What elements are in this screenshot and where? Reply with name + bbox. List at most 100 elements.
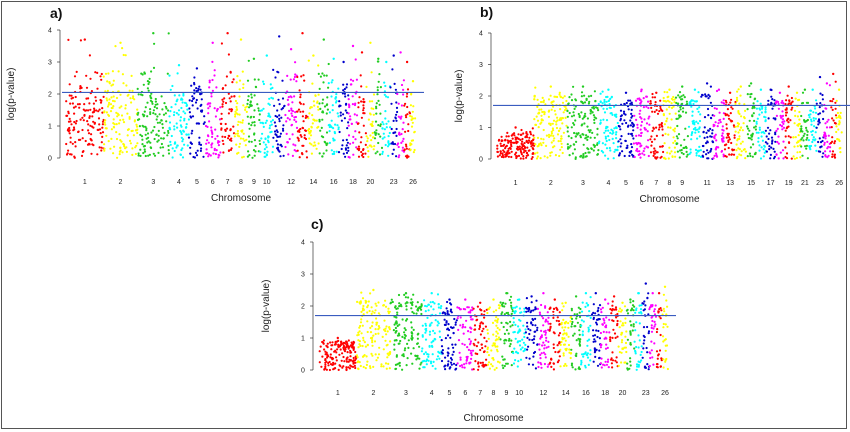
snp-point <box>180 148 183 152</box>
snp-point <box>738 153 741 156</box>
snp-point <box>575 317 578 320</box>
snp-point <box>656 366 659 369</box>
snp-point <box>706 157 709 160</box>
snp-point <box>153 137 156 141</box>
snp-point <box>638 339 641 342</box>
snp-point <box>662 322 665 326</box>
snp-point <box>770 136 774 139</box>
snp-point <box>199 149 202 152</box>
snp-point <box>115 137 119 141</box>
snp-point <box>815 149 818 152</box>
snp-point <box>799 156 802 159</box>
snp-point <box>378 153 382 156</box>
snp-point <box>736 155 739 158</box>
snp-point <box>446 300 449 304</box>
snp-point <box>528 306 531 310</box>
snp-point <box>542 138 545 141</box>
snp-point <box>522 324 525 327</box>
snp-point <box>307 129 310 132</box>
snp-point <box>451 326 454 330</box>
peak-point <box>644 282 647 285</box>
snp-point <box>766 126 770 129</box>
snp-point <box>286 117 289 120</box>
snp-point <box>486 363 490 366</box>
peak-point <box>195 67 199 70</box>
snp-point <box>561 338 564 341</box>
snp-point <box>345 357 348 360</box>
snp-point <box>438 357 441 360</box>
snp-point <box>415 305 418 308</box>
snp-point <box>775 114 778 117</box>
snp-point <box>393 142 397 146</box>
snp-point <box>299 110 302 113</box>
snp-point <box>518 307 521 310</box>
snp-point <box>711 141 715 144</box>
snp-point <box>403 331 406 334</box>
snp-point <box>562 333 565 336</box>
snp-point <box>497 304 500 307</box>
snp-point <box>525 356 528 359</box>
snp-point <box>559 127 562 130</box>
snp-point <box>161 108 164 111</box>
snp-point <box>317 93 320 96</box>
snp-point <box>621 322 624 325</box>
snp-point <box>550 101 553 104</box>
snp-point <box>663 310 666 313</box>
snp-point <box>662 96 665 100</box>
snp-point <box>605 316 608 319</box>
snp-point <box>569 320 572 323</box>
snp-point <box>638 150 641 153</box>
snp-point <box>369 113 372 116</box>
snp-point <box>405 305 408 308</box>
snp-point <box>412 151 415 154</box>
snp-point <box>323 74 326 77</box>
snp-point <box>566 130 569 133</box>
snp-point <box>357 346 360 349</box>
snp-point <box>752 143 755 146</box>
snp-point <box>557 351 560 354</box>
snp-point <box>341 352 344 355</box>
snp-point <box>166 72 169 75</box>
snp-point <box>334 97 337 100</box>
snp-point <box>403 349 406 352</box>
snp-point <box>176 144 179 147</box>
snp-point <box>192 97 196 100</box>
snp-point <box>285 132 288 135</box>
snp-point <box>549 325 552 328</box>
snp-point <box>623 103 626 106</box>
snp-point <box>85 97 88 100</box>
snp-point <box>751 107 754 110</box>
snp-point <box>394 367 398 370</box>
snp-point <box>594 106 598 109</box>
snp-point <box>640 359 643 362</box>
snp-point <box>87 142 91 145</box>
snp-point <box>354 130 357 133</box>
snp-point <box>264 143 267 146</box>
snp-point <box>310 125 313 128</box>
snp-point <box>759 157 763 160</box>
x-tick-label: 14 <box>310 179 318 186</box>
snp-point <box>107 140 110 143</box>
x-tick-label: 2 <box>119 179 123 186</box>
snp-point <box>814 107 817 110</box>
snp-point <box>515 151 518 154</box>
snp-point <box>714 148 717 151</box>
snp-point <box>295 80 298 83</box>
snp-point <box>634 350 637 353</box>
snp-point <box>188 111 191 114</box>
snp-point <box>666 99 670 102</box>
snp-point <box>725 127 728 130</box>
points-layer <box>318 282 669 372</box>
snp-point <box>839 151 842 154</box>
snp-point <box>234 113 237 116</box>
snp-point <box>342 355 345 359</box>
snp-point <box>246 79 250 82</box>
snp-point <box>682 94 685 97</box>
snp-point <box>444 313 447 316</box>
snp-point <box>397 145 400 149</box>
snp-point <box>534 330 537 333</box>
snp-point <box>542 100 545 104</box>
snp-point <box>687 125 691 128</box>
snp-point <box>241 156 244 159</box>
snp-point <box>764 129 767 132</box>
